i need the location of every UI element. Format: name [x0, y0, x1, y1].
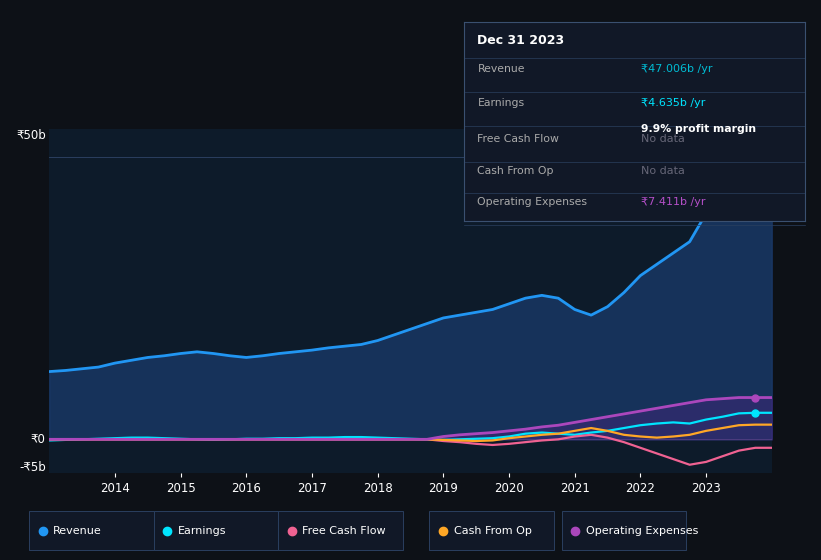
- Text: Free Cash Flow: Free Cash Flow: [302, 526, 386, 535]
- Text: ₹50b: ₹50b: [16, 129, 46, 142]
- Text: Earnings: Earnings: [478, 98, 525, 108]
- FancyBboxPatch shape: [562, 511, 686, 550]
- Text: Free Cash Flow: Free Cash Flow: [478, 134, 559, 144]
- Text: ₹0: ₹0: [30, 433, 46, 446]
- Text: Revenue: Revenue: [478, 64, 525, 74]
- Text: Operating Expenses: Operating Expenses: [478, 197, 588, 207]
- Text: Dec 31 2023: Dec 31 2023: [478, 34, 565, 48]
- FancyBboxPatch shape: [278, 511, 403, 550]
- Text: Revenue: Revenue: [53, 526, 102, 535]
- Text: ₹4.635b /yr: ₹4.635b /yr: [641, 98, 705, 108]
- Text: Cash From Op: Cash From Op: [478, 166, 554, 175]
- FancyBboxPatch shape: [154, 511, 278, 550]
- Text: No data: No data: [641, 166, 685, 175]
- Text: ₹7.411b /yr: ₹7.411b /yr: [641, 197, 705, 207]
- Text: No data: No data: [641, 134, 685, 144]
- FancyBboxPatch shape: [29, 511, 154, 550]
- Text: 9.9% profit margin: 9.9% profit margin: [641, 124, 756, 134]
- FancyBboxPatch shape: [429, 511, 554, 550]
- Text: -₹5b: -₹5b: [19, 461, 46, 474]
- Text: ₹47.006b /yr: ₹47.006b /yr: [641, 64, 713, 74]
- Text: Operating Expenses: Operating Expenses: [585, 526, 698, 535]
- Text: Earnings: Earnings: [178, 526, 227, 535]
- Text: Cash From Op: Cash From Op: [453, 526, 531, 535]
